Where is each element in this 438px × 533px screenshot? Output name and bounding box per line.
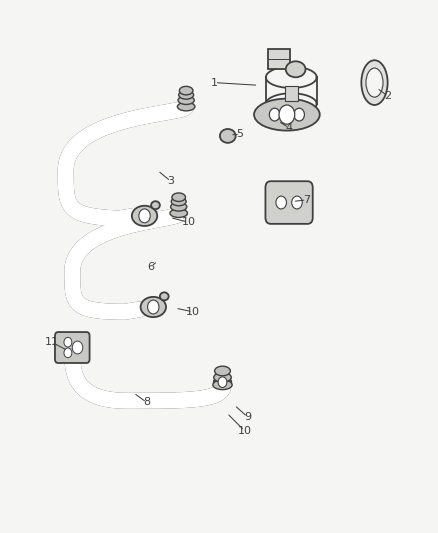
Ellipse shape [151, 201, 160, 209]
Ellipse shape [160, 292, 169, 301]
Ellipse shape [214, 373, 231, 382]
FancyBboxPatch shape [285, 86, 298, 101]
Circle shape [279, 105, 295, 124]
Circle shape [269, 108, 280, 121]
Circle shape [139, 209, 150, 223]
Ellipse shape [180, 86, 193, 95]
Text: 4: 4 [286, 123, 293, 133]
Ellipse shape [215, 366, 230, 376]
Circle shape [292, 196, 302, 209]
Ellipse shape [132, 206, 157, 226]
Circle shape [72, 341, 83, 354]
Text: 11: 11 [45, 337, 59, 347]
Text: 10: 10 [186, 307, 200, 317]
Ellipse shape [286, 61, 306, 77]
Ellipse shape [214, 376, 231, 388]
Text: 10: 10 [237, 426, 251, 435]
Circle shape [276, 196, 286, 209]
Ellipse shape [171, 197, 186, 206]
Ellipse shape [170, 203, 187, 211]
Text: 8: 8 [143, 398, 150, 407]
Ellipse shape [179, 91, 194, 99]
Text: 2: 2 [384, 91, 391, 101]
Text: 5: 5 [237, 130, 244, 139]
Circle shape [218, 377, 227, 387]
Circle shape [64, 348, 72, 358]
Ellipse shape [177, 102, 195, 111]
Ellipse shape [254, 99, 320, 131]
FancyBboxPatch shape [55, 332, 90, 363]
Text: 1: 1 [211, 78, 218, 87]
Ellipse shape [213, 380, 232, 390]
Ellipse shape [141, 297, 166, 317]
Text: 9: 9 [244, 412, 251, 422]
Circle shape [148, 300, 159, 314]
Text: 7: 7 [303, 195, 310, 205]
Text: 10: 10 [181, 217, 195, 227]
FancyBboxPatch shape [265, 181, 313, 224]
Ellipse shape [170, 209, 187, 217]
Ellipse shape [178, 96, 194, 104]
Ellipse shape [172, 193, 185, 201]
Ellipse shape [220, 129, 236, 143]
Circle shape [294, 108, 304, 121]
Ellipse shape [366, 68, 383, 97]
Text: 3: 3 [167, 176, 174, 186]
FancyBboxPatch shape [268, 49, 290, 69]
Text: 6: 6 [148, 262, 155, 271]
Circle shape [64, 337, 72, 347]
Ellipse shape [361, 60, 388, 105]
